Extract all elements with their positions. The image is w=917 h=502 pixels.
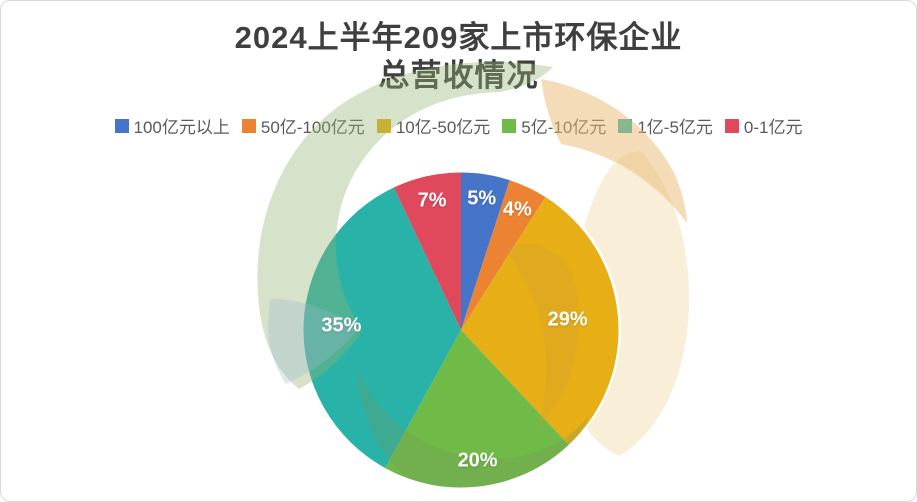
pie-slice-5亿-10亿元[interactable] bbox=[385, 330, 569, 488]
pie-slice-0-1亿元[interactable] bbox=[393, 172, 461, 331]
legend-item-2[interactable]: 10亿-50亿元 bbox=[376, 113, 491, 138]
legend-swatch-icon bbox=[724, 118, 739, 133]
pie-slice-50亿-100亿元[interactable] bbox=[461, 180, 546, 330]
legend-item-1[interactable]: 50亿-100亿元 bbox=[241, 113, 365, 138]
legend-label: 10亿-50亿元 bbox=[395, 118, 491, 137]
pie-slice-1亿-5亿元[interactable] bbox=[303, 187, 461, 469]
legend-label: 0-1亿元 bbox=[743, 118, 803, 137]
legend-item-5[interactable]: 0-1亿元 bbox=[724, 113, 803, 138]
legend-swatch-icon bbox=[241, 118, 256, 133]
chart-title-line2: 总营收情况 bbox=[378, 58, 539, 93]
legend-swatch-icon bbox=[502, 118, 517, 133]
chart-title: 2024上半年209家上市环保企业 总营收情况 bbox=[1, 19, 916, 95]
pie-slice-10亿-50亿元[interactable] bbox=[461, 197, 619, 445]
legend-swatch-icon bbox=[376, 118, 391, 133]
legend-label: 100亿元以上 bbox=[133, 118, 230, 137]
chart-title-line1: 2024上半年209家上市环保企业 bbox=[234, 20, 683, 55]
legend-swatch-icon bbox=[114, 118, 129, 133]
legend-label: 50亿-100亿元 bbox=[260, 118, 365, 137]
pie-slice-100亿元以上[interactable] bbox=[461, 172, 510, 330]
legend-item-0[interactable]: 100亿元以上 bbox=[114, 113, 230, 138]
